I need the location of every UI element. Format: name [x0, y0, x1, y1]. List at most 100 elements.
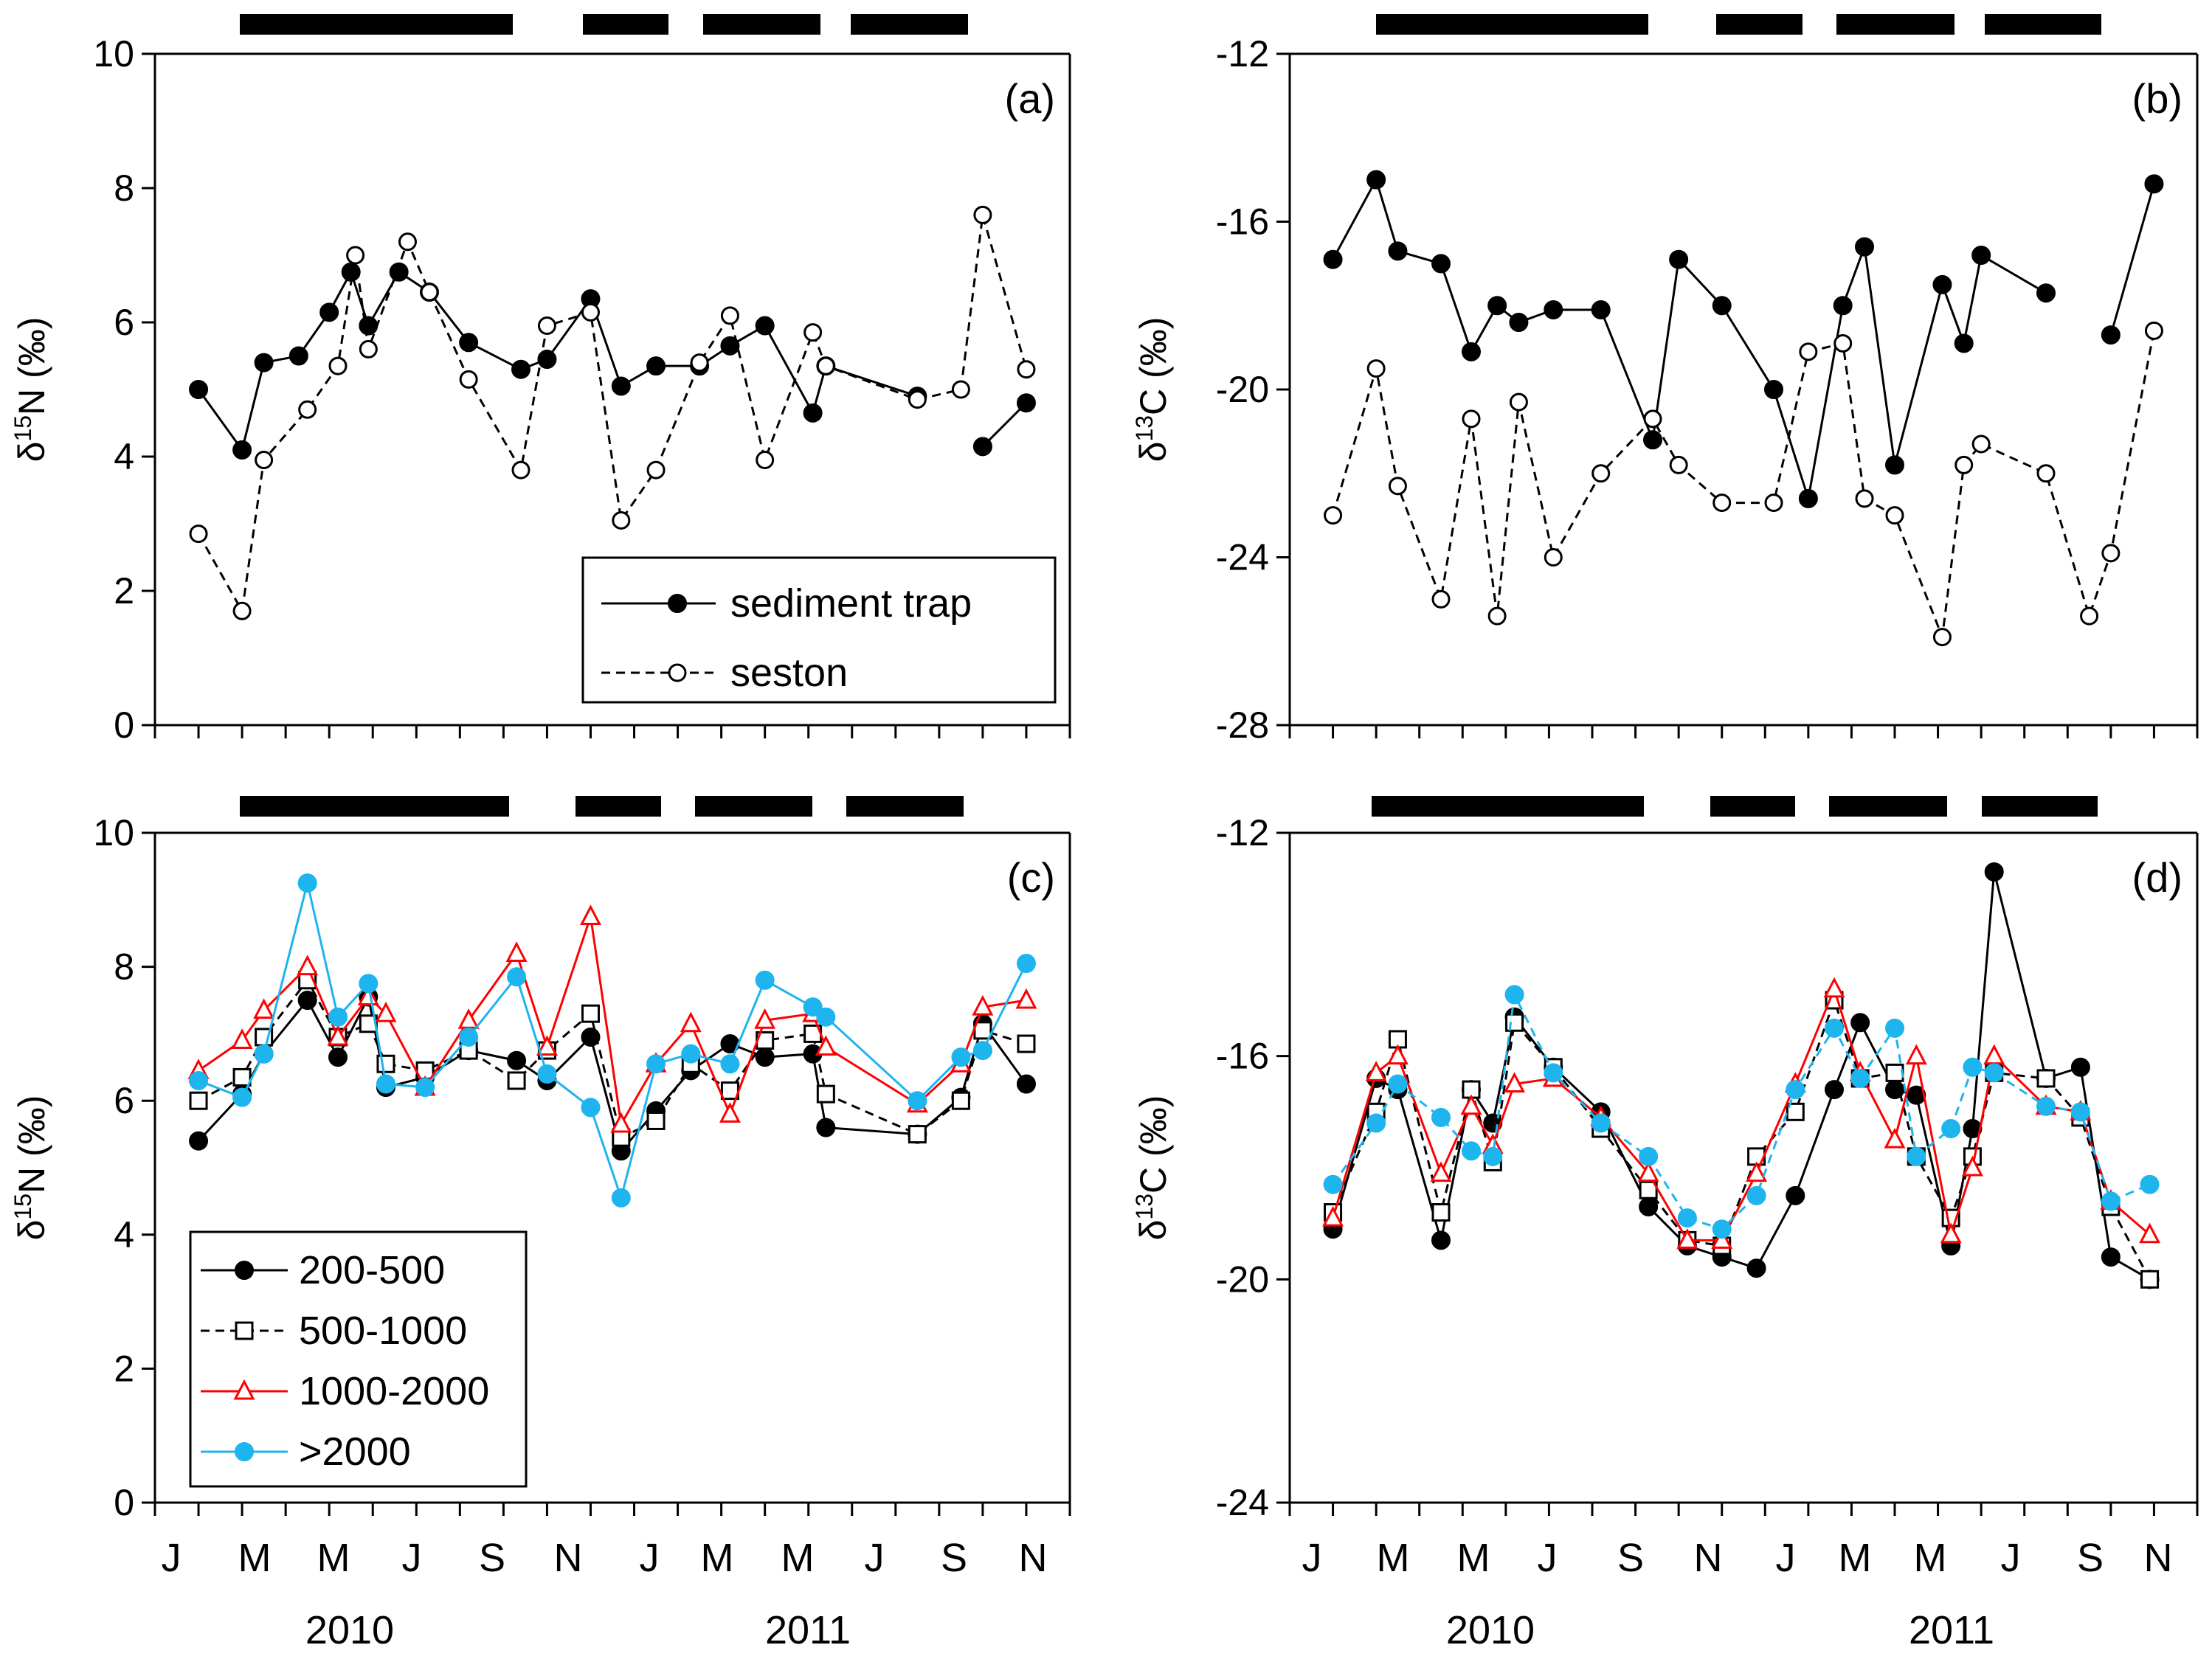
month-tick-label: N	[1019, 1536, 1048, 1580]
data-point	[1746, 1185, 1766, 1205]
data-point	[359, 339, 378, 359]
data-point	[908, 390, 927, 409]
data-point	[1324, 506, 1343, 525]
data-point	[816, 1084, 835, 1104]
data-point	[232, 1067, 252, 1087]
panel-d: -24 -20 -16 -12 δ13C (‰) (d)	[1131, 796, 2199, 1523]
legend-label: 1000-2000	[299, 1369, 489, 1413]
data-point	[1505, 1013, 1524, 1032]
data-point	[1786, 1102, 1805, 1121]
data-point	[1850, 1013, 1870, 1033]
y-tick-label: 2	[114, 1348, 134, 1389]
data-point	[1504, 985, 1524, 1005]
season-bar	[851, 14, 968, 35]
data-point	[189, 1131, 209, 1151]
y-tick-label: 8	[114, 946, 134, 988]
data-point	[1907, 1085, 1926, 1105]
data-point	[1907, 1146, 1926, 1166]
data-point	[1431, 1230, 1451, 1250]
panel-a: 0 2 4 6 8 10 δ15N (‰) (a) sediment trap seston	[10, 14, 1071, 746]
data-point	[328, 1047, 348, 1067]
month-tick-label: J	[865, 1536, 885, 1580]
data-point	[2101, 544, 2121, 563]
data-point	[1669, 455, 1688, 474]
data-point	[1388, 477, 1407, 496]
series-line-segment	[981, 402, 1028, 448]
data-point	[754, 1008, 776, 1029]
data-point	[1786, 1080, 1805, 1100]
data-point	[1462, 342, 1481, 361]
data-point	[1431, 1107, 1451, 1127]
data-point	[253, 998, 275, 1019]
data-point	[1961, 1155, 1983, 1177]
y-axis-label: δ13C (‰)	[1131, 317, 1174, 463]
data-point	[1885, 506, 1904, 525]
data-point	[1764, 493, 1783, 513]
data-point	[581, 1004, 600, 1023]
data-point	[1941, 1119, 1961, 1139]
month-tick-label: M	[1457, 1536, 1490, 1580]
data-point	[1323, 1174, 1343, 1194]
data-point	[720, 336, 740, 356]
season-bar	[240, 796, 509, 817]
month-tick-label: M	[1914, 1536, 1947, 1580]
panel-label: (d)	[2132, 854, 2182, 901]
data-point	[346, 246, 365, 265]
data-point	[231, 1028, 253, 1049]
month-tick-label: M	[1839, 1536, 1872, 1580]
data-point	[680, 1011, 702, 1033]
data-point	[415, 1078, 435, 1098]
data-point	[1798, 488, 1818, 508]
data-point	[1388, 1074, 1408, 1094]
legend-box	[581, 556, 1057, 704]
series-line	[1332, 991, 2151, 1230]
y-tick-label: 6	[114, 1080, 134, 1121]
month-tick-label: J	[1538, 1536, 1558, 1580]
data-point	[1971, 246, 1991, 265]
data-point	[2144, 321, 2163, 340]
data-point	[2101, 1191, 2121, 1211]
data-point	[1544, 548, 1563, 567]
data-point	[2036, 283, 2056, 303]
y-tick-label: 0	[114, 1482, 134, 1523]
data-point	[1544, 299, 1563, 319]
data-point	[359, 1014, 378, 1033]
data-point	[1963, 1119, 1983, 1139]
data-point	[2144, 174, 2164, 194]
legend: sediment trap seston	[581, 556, 1057, 704]
month-tick-label: M	[701, 1536, 734, 1580]
y-axis-label: δ15N (‰)	[10, 317, 52, 463]
legend-label: seston	[730, 651, 848, 695]
data-point	[376, 1054, 395, 1073]
data-point	[375, 1001, 397, 1022]
data-point	[1366, 1113, 1386, 1133]
y-tick-label: -16	[1216, 1036, 1269, 1077]
data-point	[507, 1071, 526, 1090]
data-point	[1430, 1161, 1452, 1182]
year-label: 2010	[1446, 1608, 1535, 1652]
data-point	[2139, 1222, 2161, 1244]
data-point	[973, 205, 992, 224]
y-tick-label: 8	[114, 167, 134, 209]
data-point	[1487, 606, 1507, 626]
month-tick-label: S	[1617, 1536, 1644, 1580]
legend-marker	[235, 1442, 254, 1461]
y-tick-label: -12	[1216, 812, 1269, 853]
season-bar	[846, 796, 964, 817]
data-point	[2140, 1174, 2160, 1194]
data-point	[908, 1091, 927, 1111]
data-point	[755, 316, 775, 336]
data-point	[1885, 1018, 1904, 1038]
data-point	[507, 1050, 527, 1070]
series-0	[1323, 170, 2164, 508]
data-point	[951, 380, 970, 399]
data-point	[1504, 1072, 1526, 1092]
data-point	[951, 1091, 970, 1110]
month-tick-label: N	[2144, 1536, 2173, 1580]
legend: 200-500 500-1000 1000-2000 >2000	[189, 1230, 528, 1488]
data-point	[2140, 1270, 2160, 1289]
data-point	[254, 353, 274, 373]
data-point	[254, 1044, 274, 1064]
data-point	[1639, 1180, 1658, 1199]
data-point	[1460, 1094, 1482, 1115]
